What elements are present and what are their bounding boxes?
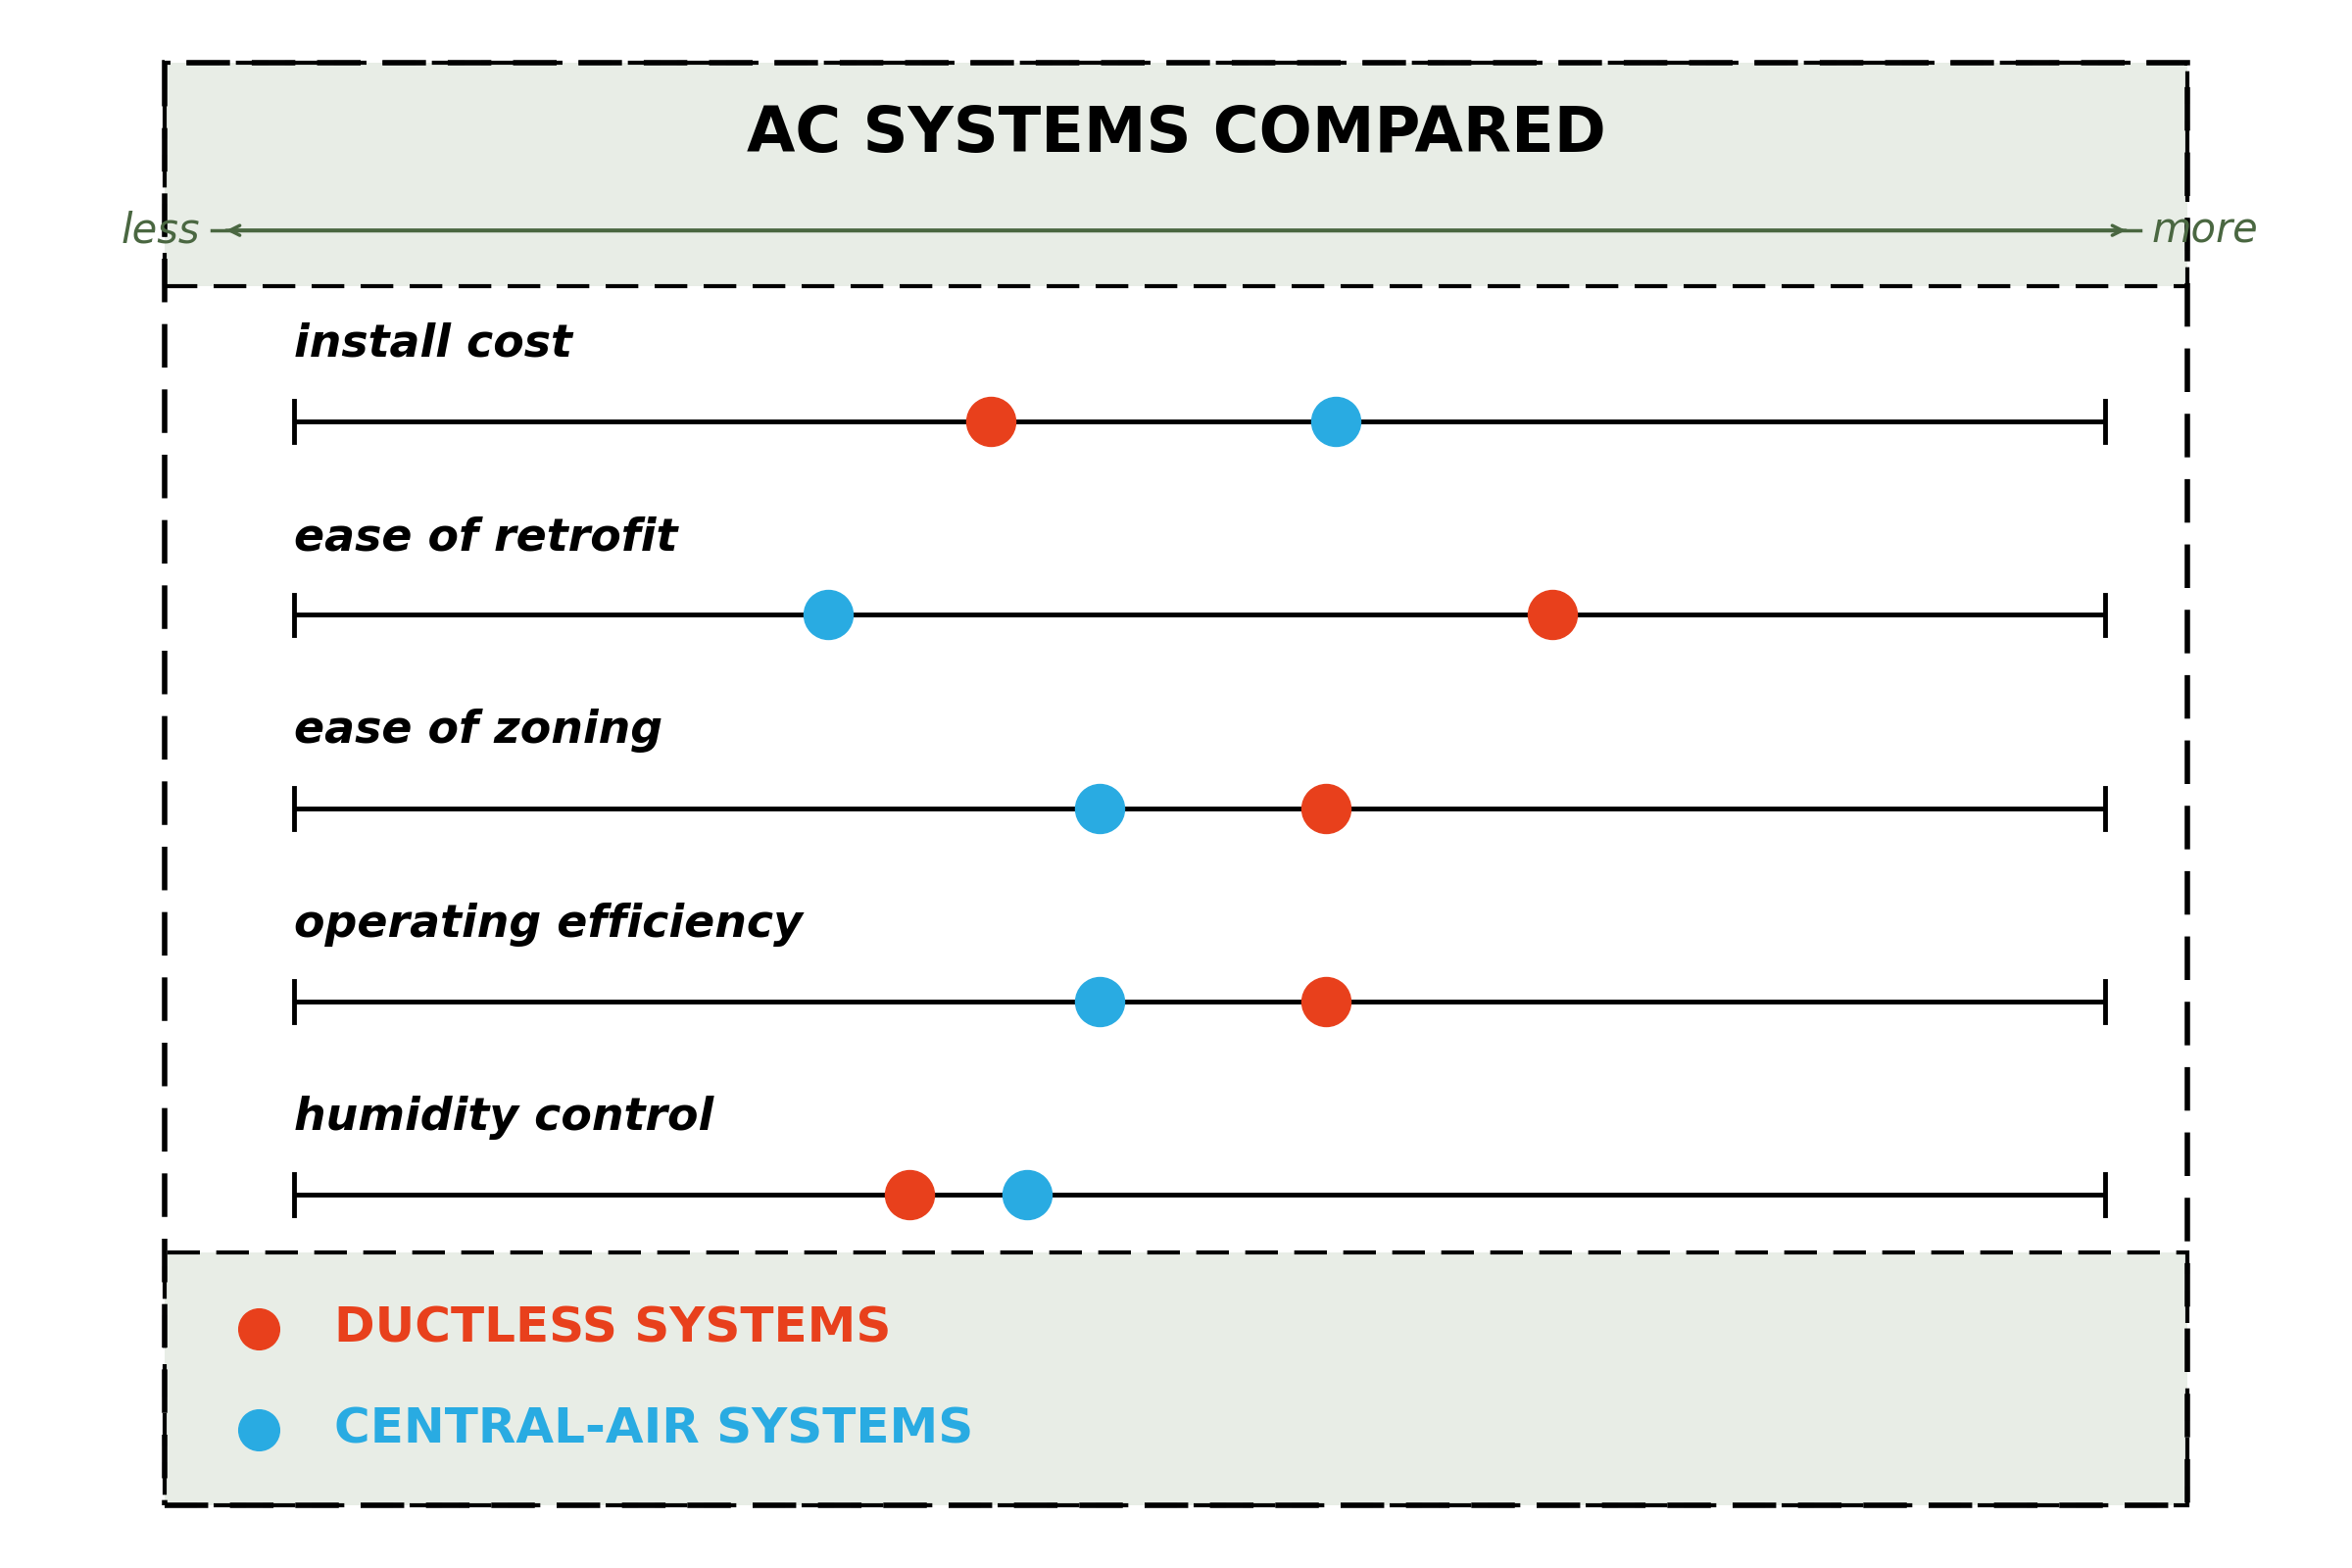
Bar bbox=[165, 63, 2187, 1505]
Text: operating efficiency: operating efficiency bbox=[294, 902, 802, 946]
Text: humidity control: humidity control bbox=[294, 1096, 713, 1140]
Text: DUCTLESS SYSTEMS: DUCTLESS SYSTEMS bbox=[334, 1305, 891, 1352]
Text: AC SYSTEMS COMPARED: AC SYSTEMS COMPARED bbox=[746, 103, 1606, 165]
Bar bbox=[165, 63, 2187, 287]
Text: install cost: install cost bbox=[294, 323, 572, 367]
Text: less: less bbox=[120, 210, 200, 251]
Text: ease of zoning: ease of zoning bbox=[294, 709, 663, 753]
Text: CENTRAL-AIR SYSTEMS: CENTRAL-AIR SYSTEMS bbox=[334, 1406, 974, 1454]
Bar bbox=[165, 63, 2187, 287]
Text: more: more bbox=[2152, 210, 2258, 251]
Text: ease of retrofit: ease of retrofit bbox=[294, 516, 677, 560]
Bar bbox=[165, 1253, 2187, 1505]
Bar bbox=[165, 1253, 2187, 1505]
